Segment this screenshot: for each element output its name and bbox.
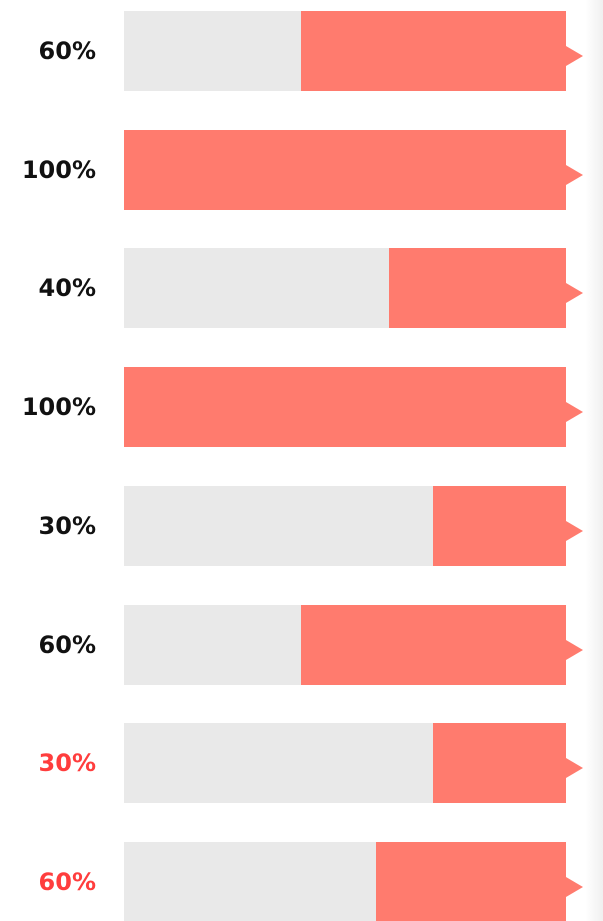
- row-arrow-icon: [566, 46, 583, 66]
- row-percent-label: 40%: [38, 274, 96, 302]
- row-track: [124, 842, 566, 921]
- row-track: [124, 486, 566, 566]
- row-track: [124, 605, 566, 685]
- row-track: [124, 367, 566, 447]
- row-percent-label: 60%: [38, 37, 96, 65]
- row-arrow-icon: [566, 165, 583, 185]
- row-arrow-icon: [566, 640, 583, 660]
- row-fill-bar: [433, 486, 566, 566]
- row-percent-label: 100%: [21, 393, 96, 421]
- row-arrow-icon: [566, 758, 583, 778]
- row-fill-bar: [300, 11, 566, 91]
- row-arrow-icon: [566, 283, 583, 303]
- row-percent-label: 30%: [38, 512, 96, 540]
- row-fill-bar: [389, 248, 566, 328]
- row-percent-label: 30%: [38, 749, 96, 777]
- row-arrow-icon: [566, 402, 583, 422]
- row-fill-bar: [375, 842, 566, 921]
- row-fill-bar: [124, 367, 566, 447]
- right-edge-shadow: [585, 0, 603, 921]
- row-track: [124, 723, 566, 803]
- row-percent-label: 60%: [38, 868, 96, 896]
- row-percent-label: 60%: [38, 631, 96, 659]
- row-fill-bar: [433, 723, 566, 803]
- row-arrow-icon: [566, 877, 583, 897]
- row-track: [124, 130, 566, 210]
- row-fill-bar: [300, 605, 566, 685]
- row-percent-label: 100%: [21, 156, 96, 184]
- row-track: [124, 248, 566, 328]
- row-track: [124, 11, 566, 91]
- row-fill-bar: [124, 130, 566, 210]
- row-arrow-icon: [566, 521, 583, 541]
